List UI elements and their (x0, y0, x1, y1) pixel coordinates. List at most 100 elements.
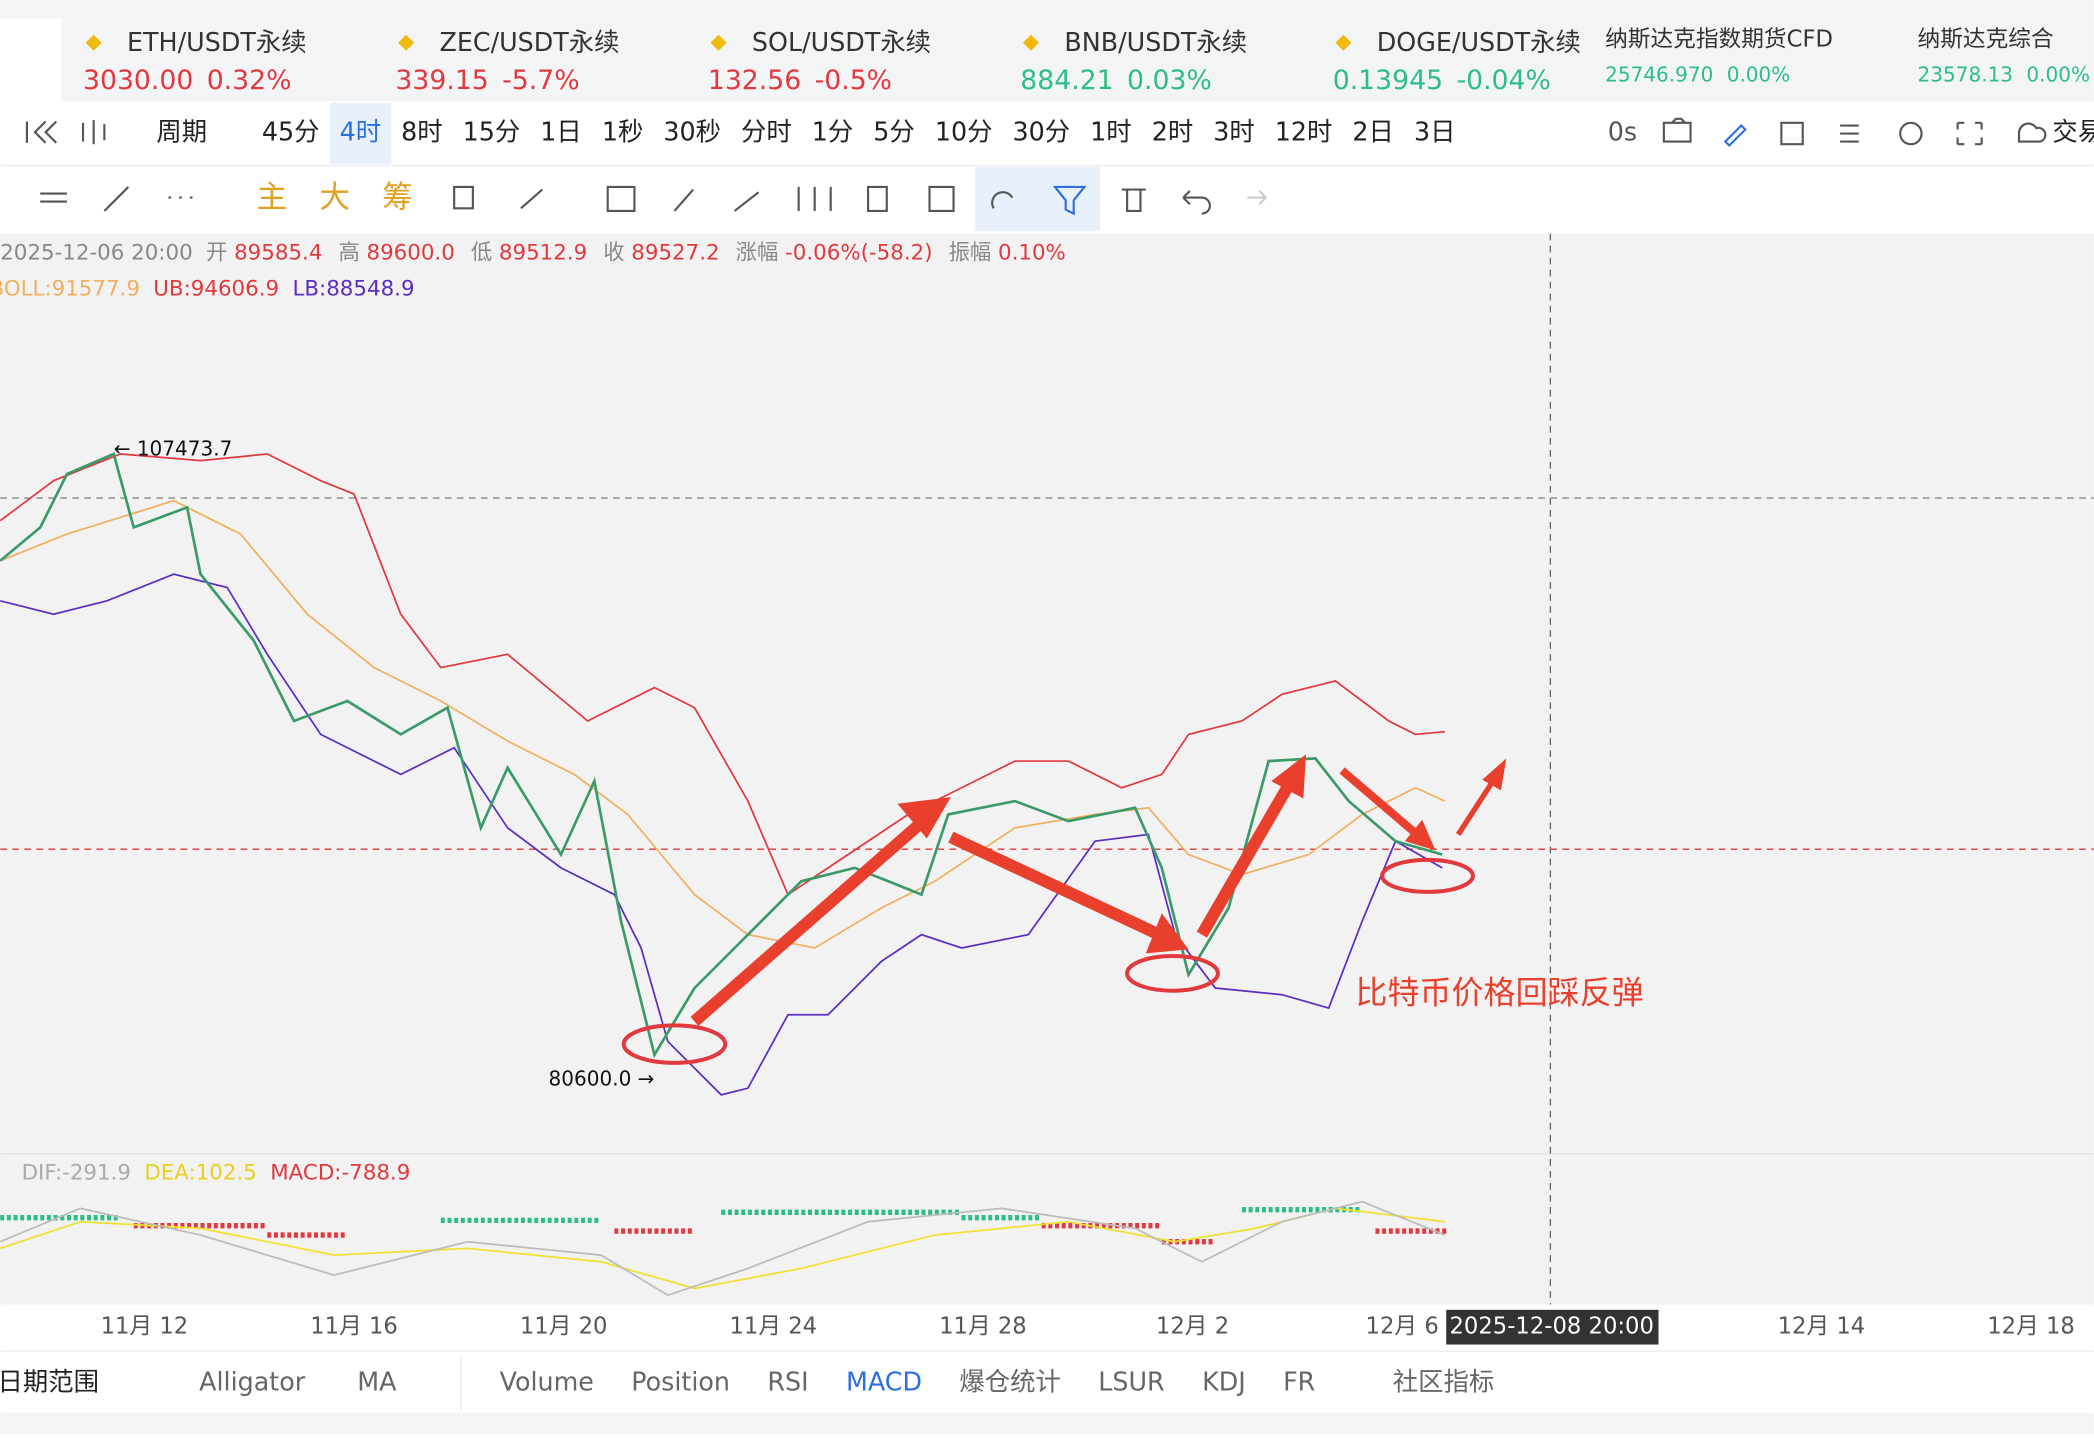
ticker-icon (1335, 34, 1352, 51)
ticker-price: 0.13945 (1333, 65, 1443, 96)
ticker-icon (85, 34, 102, 51)
boll-value: BOLL:91577.9 (0, 277, 140, 302)
icon-cloud (2017, 122, 2047, 143)
sub-indicator[interactable]: MACD (846, 1366, 922, 1396)
timeframe[interactable]: 1秒 (602, 117, 644, 147)
macd-legend: DIF:-291.9 DEA:102.5 MACD:-788.9 (22, 1161, 411, 1186)
icon-filter (1052, 185, 1087, 216)
arrowhead (1482, 758, 1507, 791)
ohlc-info: 2025-12-06 20:00 开 89585.4 高 89600.0 低 89512.9… (0, 241, 1066, 266)
icon-fullscreen (1956, 121, 1983, 146)
ticker-change: -0.04% (1456, 65, 1550, 96)
macd-value: MACD:-788.9 (270, 1161, 410, 1186)
arrowhead (1145, 913, 1189, 954)
info-text: 高 (338, 241, 359, 266)
info-text: 89585.4 (234, 241, 322, 266)
ticker-name[interactable]: 纳斯达克指数期货CFD (1605, 27, 1833, 53)
macd-value: DEA:102.5 (144, 1161, 257, 1186)
timeframe[interactable]: 2时 (1152, 117, 1194, 147)
main-indicator[interactable]: MA (357, 1366, 397, 1396)
community-indicators[interactable]: 社区指标 (1393, 1366, 1494, 1396)
boll-lb (0, 573, 1443, 1096)
ticker-change: 0.03% (1127, 65, 1212, 96)
icon-box (1780, 121, 1804, 146)
sub-indicator[interactable]: 爆仓统计 (959, 1366, 1060, 1396)
ticker-name[interactable]: ZEC/USDT永续 (439, 27, 619, 57)
x-tick-label: 11月 20 (520, 1314, 608, 1340)
ticker-name[interactable]: SOL/USDT永续 (752, 27, 931, 57)
sub-indicator[interactable]: LSUR (1098, 1366, 1164, 1396)
arrowhead (897, 797, 951, 839)
info-text: -0.06%(-58.2) (785, 241, 933, 266)
trade-button[interactable]: 交易 (2052, 117, 2094, 147)
ticker-price: 25746.970 (1605, 63, 1713, 87)
ticker-price: 23578.13 (1918, 63, 2014, 87)
arrow (948, 831, 1162, 941)
macd-value: DIF:-291.9 (22, 1161, 131, 1186)
ticker-name[interactable]: 纳斯达克综合 (1918, 27, 2054, 53)
timeframe[interactable]: 1分 (812, 117, 854, 147)
ticker-change: 0.00% (1727, 63, 1791, 87)
timeframe[interactable]: 30分 (1013, 117, 1071, 147)
timeframe[interactable]: 分时 (741, 117, 792, 147)
timeframe[interactable]: 1时 (1090, 117, 1132, 147)
timeframe[interactable]: 8时 (401, 117, 443, 147)
macd-neg-bars (133, 1223, 1449, 1245)
ticker-price: 132.56 (708, 65, 801, 96)
ticker-change: 0.00% (2026, 63, 2090, 87)
timeframe[interactable]: 3日 (1414, 117, 1455, 147)
timeframe[interactable]: 30秒 (663, 117, 721, 147)
sub-indicator[interactable]: FR (1283, 1366, 1315, 1396)
main-indicator[interactable]: Alligator (199, 1366, 306, 1396)
boll-value: LB:88548.9 (292, 277, 414, 302)
timeframe[interactable]: 10分 (935, 117, 993, 147)
active-timeframe-bg (330, 102, 392, 165)
timeframe[interactable]: 2日 (1352, 117, 1394, 147)
sub-indicator[interactable]: Position (631, 1366, 730, 1396)
crosshair-date-bg (1446, 1309, 1659, 1345)
ticker-price: 3030.00 (83, 65, 193, 96)
drawing-tools: 主大筹 (257, 180, 413, 215)
sub-indicator[interactable]: RSI (767, 1366, 808, 1396)
info-text: 0.10% (998, 241, 1066, 266)
x-tick-label: 11月 28 (939, 1314, 1027, 1340)
icon-back (25, 120, 58, 144)
info-text: 收 (603, 241, 624, 266)
ticker-name[interactable]: BNB/USDT永续 (1064, 27, 1247, 57)
high-label: ← 107473.7 (114, 436, 233, 460)
ticker-row: ETH/USDT永续 3030.00 0.32% ZEC/USDT永续 339.15 -5… (83, 27, 2090, 96)
info-text: 89512.9 (499, 241, 587, 266)
date-range[interactable]: 日期范围 (0, 1366, 99, 1396)
x-tick-label: 2025-12-08 20:00 (1449, 1314, 1653, 1340)
icon-camera (1662, 117, 1692, 143)
ticker-price: 884.21 (1020, 65, 1113, 96)
x-tick-label: 12月 14 (1778, 1314, 1866, 1340)
timeframe[interactable]: 3时 (1213, 117, 1255, 147)
timeframe[interactable]: 45分 (262, 117, 320, 147)
ticker-name[interactable]: ETH/USDT永续 (127, 27, 307, 57)
timeframe[interactable]: 12时 (1275, 117, 1333, 147)
timer: 0s (1608, 117, 1637, 147)
icon-candle (81, 120, 106, 145)
period-select[interactable]: 周期 (156, 117, 207, 147)
sub-indicator[interactable]: Volume (500, 1366, 594, 1396)
main-tool[interactable]: 筹 (382, 180, 413, 215)
active-tool-bg (974, 166, 1101, 231)
indicator-lines (0, 452, 1446, 1096)
main-tool[interactable]: 主 (257, 180, 288, 215)
main-tool[interactable]: 大 (319, 180, 350, 215)
ticker-icon (1022, 34, 1039, 51)
x-tick-label: 12月 2 (1156, 1314, 1229, 1340)
x-tick-label: 11月 12 (101, 1314, 189, 1340)
sub-indicator[interactable]: KDJ (1202, 1366, 1246, 1396)
icon-redo (1247, 190, 1267, 206)
toolbar-icons (25, 117, 2047, 216)
timeframe[interactable]: 15分 (463, 117, 521, 147)
circle (1125, 953, 1220, 993)
timeframe[interactable]: 4时 (340, 117, 381, 147)
timeframe[interactable]: 1日 (540, 117, 582, 147)
timeframe[interactable]: 5分 (873, 117, 915, 147)
ticker-name[interactable]: DOGE/USDT永续 (1377, 27, 1581, 57)
x-axis: 11月 12 11月 16 11月 20 11月 24 11月 28 12月 2 12月 6… (101, 1314, 2075, 1340)
